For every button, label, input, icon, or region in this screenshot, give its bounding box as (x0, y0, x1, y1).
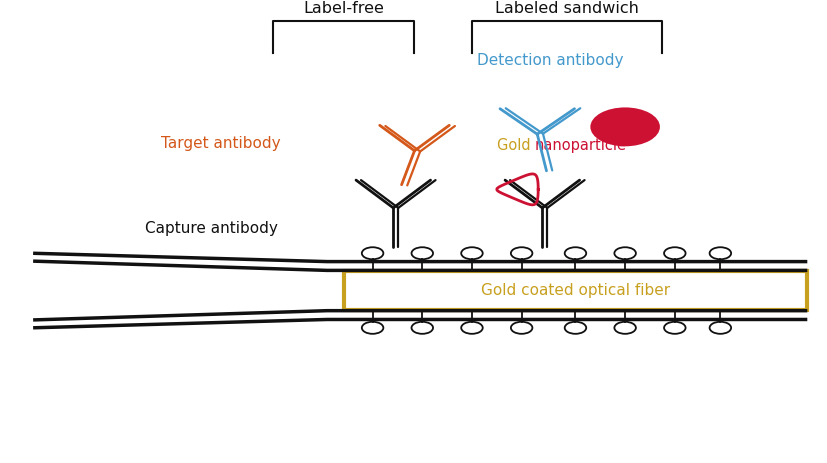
Text: Label-free: Label-free (303, 1, 384, 16)
Text: Detection antibody: Detection antibody (477, 53, 623, 68)
Text: Gold: Gold (496, 138, 534, 153)
Circle shape (590, 107, 659, 146)
Text: Capture antibody: Capture antibody (145, 221, 277, 236)
Text: Gold coated optical fiber: Gold coated optical fiber (480, 283, 669, 298)
Text: Target antibody: Target antibody (161, 136, 280, 150)
Text: Labeled sandwich: Labeled sandwich (495, 1, 638, 16)
Text: nanoparticle: nanoparticle (534, 138, 626, 153)
FancyBboxPatch shape (343, 271, 806, 310)
